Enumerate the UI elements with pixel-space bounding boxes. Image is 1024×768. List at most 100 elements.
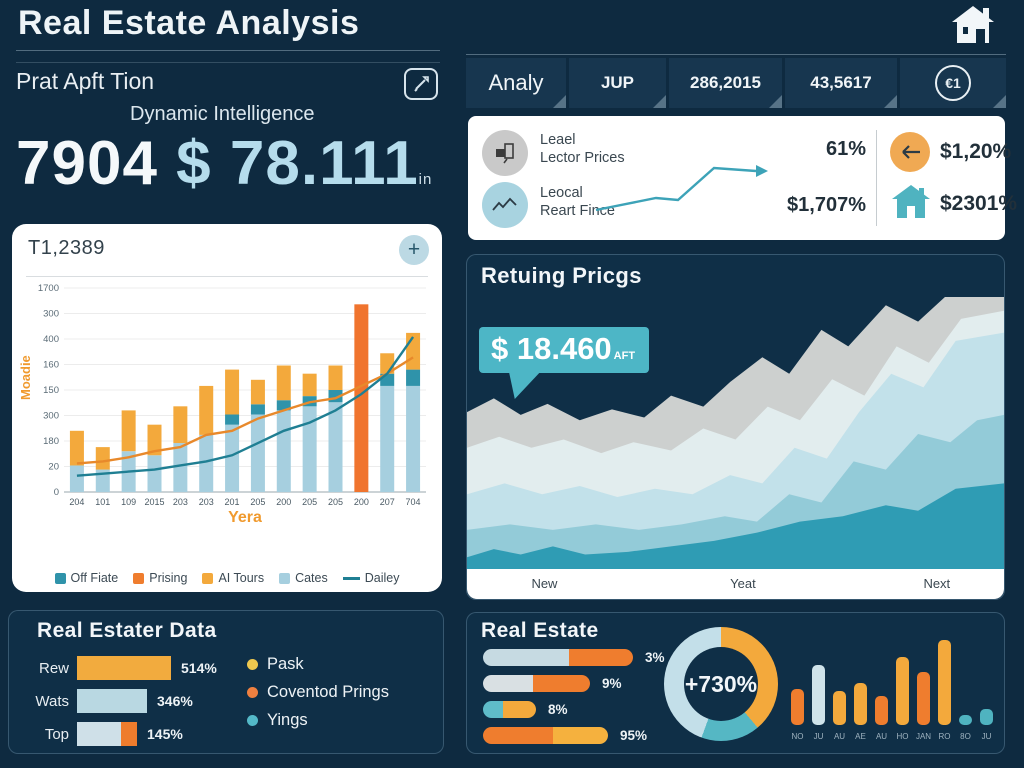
- tab-286-2015[interactable]: 286,2015: [669, 58, 782, 108]
- bar-special: [354, 304, 369, 492]
- area-panel-title: Retuing Pricgs: [481, 263, 642, 288]
- hbar-value: 346%: [157, 693, 193, 709]
- legend-label: Off Fiate: [70, 571, 119, 585]
- area-x-label: Next: [923, 576, 951, 591]
- stat-count: 7904: [16, 129, 158, 198]
- tab-analy[interactable]: Analy: [466, 58, 566, 108]
- mini-bar-label: 8O: [960, 732, 971, 741]
- legend-label: Prising: [149, 571, 188, 585]
- x-axis-title: Yera: [228, 509, 262, 526]
- y-tick-label: 300: [43, 309, 59, 320]
- bar-segment: [69, 430, 84, 466]
- pill-bar-value: 3%: [645, 650, 665, 665]
- tab-43-5617[interactable]: 43,5617: [785, 58, 897, 108]
- pill-bar-segment: [569, 649, 633, 666]
- tagline: Dynamic Intelligence: [130, 103, 315, 125]
- pill-bar-row: 3%: [483, 649, 665, 666]
- right-underline: [466, 54, 1006, 55]
- bar-segment: [250, 379, 265, 405]
- arrow-left-icon: [890, 132, 930, 172]
- bar-segment: [328, 365, 343, 390]
- bar-segment: [147, 424, 162, 456]
- y-tick-label: 160: [43, 360, 59, 371]
- legend-swatch: [54, 572, 66, 584]
- price-badge: $ 18.460 AFT: [479, 327, 650, 373]
- metric-2-labels: Leocal Reart Fince: [540, 184, 615, 220]
- currency-tab[interactable]: €1: [900, 58, 1006, 108]
- listing-pictogram-icon: [482, 130, 528, 176]
- mini-bar-label: AU: [876, 732, 887, 741]
- x-tick-label: 200: [276, 497, 291, 507]
- edit-button[interactable]: [404, 68, 438, 100]
- bar-segment: [380, 385, 395, 492]
- legend-dot: [247, 715, 258, 726]
- bar-segment: [225, 369, 240, 415]
- x-tick-label: 200: [354, 497, 369, 507]
- pill-bar-row: 95%: [483, 727, 647, 744]
- bar-segment: [147, 455, 162, 492]
- mini-bar: [896, 657, 909, 725]
- mini-bar: [980, 709, 993, 725]
- hbar-row-wats: Wats 346%: [17, 688, 193, 714]
- legend-item: Cates: [279, 571, 328, 585]
- bar-segment: [276, 410, 291, 492]
- hbar-segment: [77, 689, 147, 713]
- mini-bar-label: JU: [982, 732, 992, 741]
- pill-bar-value: 8%: [548, 702, 568, 717]
- home-icon[interactable]: [950, 4, 996, 51]
- hbar-segment: [121, 722, 137, 746]
- metric-2-line1: Leocal: [540, 185, 583, 201]
- legend-item: Dailey: [342, 571, 400, 585]
- bar-segment: [328, 402, 343, 492]
- euro-icon: €1: [935, 65, 971, 101]
- mini-bar: [812, 665, 825, 725]
- metric-1-line2: Lector Prices: [540, 150, 625, 166]
- legend-label: Dailey: [364, 571, 400, 585]
- tab-jup[interactable]: JUP: [569, 58, 666, 108]
- badge-value: $ 18.460: [491, 331, 612, 366]
- x-tick-label: 204: [69, 497, 84, 507]
- house-icon: [890, 182, 932, 229]
- section-subtitle: Prat Apft Tion: [16, 68, 155, 94]
- pill-bar-segment: [533, 675, 590, 692]
- metric-1-value: 61%: [825, 138, 866, 160]
- real-estater-data-panel: Real Estater Data Rew 514% Wats 346% Top 145%…: [8, 610, 444, 754]
- bar-segment: [250, 414, 265, 492]
- mini-bar: [854, 683, 867, 725]
- legend-swatch: [342, 576, 360, 580]
- metric-2-value: $1,707%: [787, 194, 866, 216]
- bar-chart-card: T1,2389 + 1700 300 400 160 150 300 180 20 0 Moadi…: [12, 224, 442, 592]
- panel-title: Real Estate: [481, 619, 599, 642]
- mini-bar: [833, 691, 846, 725]
- panel-title: Real Estater Data: [37, 619, 217, 642]
- pill-bar-segment: [503, 701, 536, 718]
- pill-bar-segment: [483, 727, 553, 744]
- bar-segment: [95, 447, 110, 470]
- legend-label: Pask: [267, 655, 304, 673]
- bar-segment: [173, 443, 188, 492]
- x-tick-label: 704: [406, 497, 421, 507]
- hbar-label: Top: [44, 725, 69, 743]
- pill-bar-segment: [483, 675, 533, 692]
- area-layer-teal: [467, 483, 1004, 571]
- add-button[interactable]: +: [399, 235, 429, 265]
- y-tick-label: 0: [54, 487, 59, 498]
- hbar-value: 145%: [147, 726, 183, 742]
- mini-bar-label: NO: [792, 732, 804, 741]
- mini-bar: [791, 689, 804, 725]
- card-vertical-divider: [876, 130, 877, 226]
- bar-segment: [173, 406, 188, 444]
- trend-arrow-line: [595, 165, 768, 212]
- bar-segment: [225, 414, 240, 425]
- area-x-label: New: [531, 576, 558, 591]
- donut-chart: +730%: [664, 627, 778, 741]
- metric-1-line1: Leael: [540, 132, 576, 148]
- pill-bar-row: 9%: [483, 675, 622, 692]
- y-tick-label: 150: [43, 385, 59, 396]
- x-tick-label: 109: [121, 497, 136, 507]
- trend-zigzag-icon: [482, 182, 528, 228]
- side-value-1: $1,20%: [940, 140, 1012, 163]
- y-tick-label: 400: [43, 334, 59, 345]
- mini-bar: [959, 715, 972, 725]
